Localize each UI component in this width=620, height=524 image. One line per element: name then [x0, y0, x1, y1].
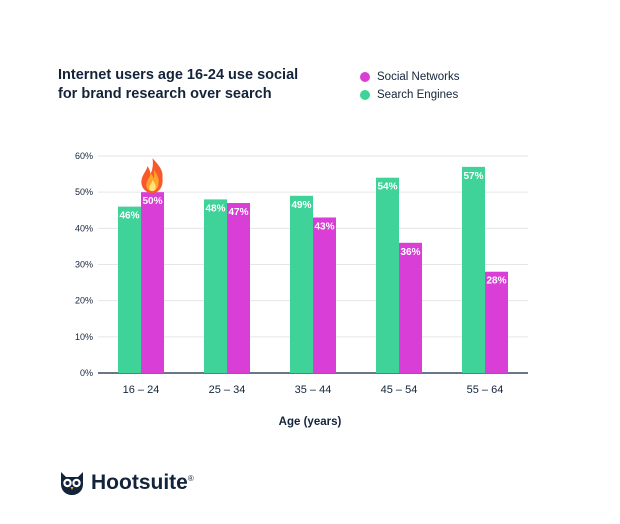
- y-tick-label: 40%: [75, 223, 93, 233]
- bar-social-networks: [313, 217, 336, 373]
- y-tick-label: 20%: [75, 296, 93, 306]
- fire-icon: [141, 158, 163, 194]
- data-label: 36%: [400, 247, 420, 258]
- legend-swatch-search: [360, 90, 370, 100]
- bar-social-networks: [399, 242, 422, 373]
- data-label: 49%: [291, 200, 311, 211]
- legend-item-social: Social Networks: [360, 68, 459, 86]
- data-label: 43%: [314, 221, 334, 232]
- hootsuite-brand: Hootsuite ®: [58, 470, 194, 496]
- data-label: 57%: [463, 171, 483, 182]
- data-label: 50%: [142, 196, 162, 207]
- y-tick-label: 10%: [75, 332, 93, 342]
- legend-swatch-social: [360, 72, 370, 82]
- x-category-label: 45 – 54: [381, 384, 418, 396]
- y-tick-label: 50%: [75, 187, 93, 197]
- x-category-label: 55 – 64: [467, 384, 504, 396]
- bar-layer: [118, 166, 508, 373]
- y-tick-label: 60%: [75, 151, 93, 161]
- x-axis-title: Age (years): [278, 416, 342, 428]
- brand-registered-mark: ®: [187, 473, 194, 483]
- data-label: 46%: [119, 211, 139, 222]
- legend-label-search: Search Engines: [377, 89, 459, 101]
- x-category-label: 16 – 24: [123, 384, 160, 396]
- bar-social-networks: [141, 192, 164, 373]
- bar-social-networks: [227, 203, 250, 373]
- chart-legend: Social Networks Search Engines: [360, 68, 459, 104]
- bar-search-engines: [462, 166, 485, 373]
- x-category-label: 25 – 34: [209, 384, 246, 396]
- legend-label-social: Social Networks: [377, 71, 460, 83]
- data-label: 28%: [486, 276, 506, 287]
- data-label: 54%: [377, 182, 397, 193]
- legend-item-search: Search Engines: [360, 86, 459, 104]
- owl-logo-icon: [61, 472, 83, 495]
- data-label: 48%: [205, 203, 225, 214]
- bar-search-engines: [118, 206, 141, 373]
- bar-search-engines: [204, 199, 227, 373]
- data-label: 47%: [228, 207, 248, 218]
- bar-social-networks: [485, 271, 508, 373]
- bar-search-engines: [290, 195, 313, 373]
- chart-title-line-2: for brand research over search: [58, 86, 272, 102]
- brand-name: Hootsuite: [91, 471, 188, 494]
- chart-title-line-1: Internet users age 16-24 use social: [58, 67, 299, 83]
- bar-search-engines: [376, 177, 399, 373]
- y-tick-label: 0%: [80, 368, 93, 378]
- x-category-label: 35 – 44: [295, 384, 332, 396]
- chart-title: Internet users age 16-24 use social for …: [58, 66, 348, 104]
- y-tick-label: 30%: [75, 260, 93, 270]
